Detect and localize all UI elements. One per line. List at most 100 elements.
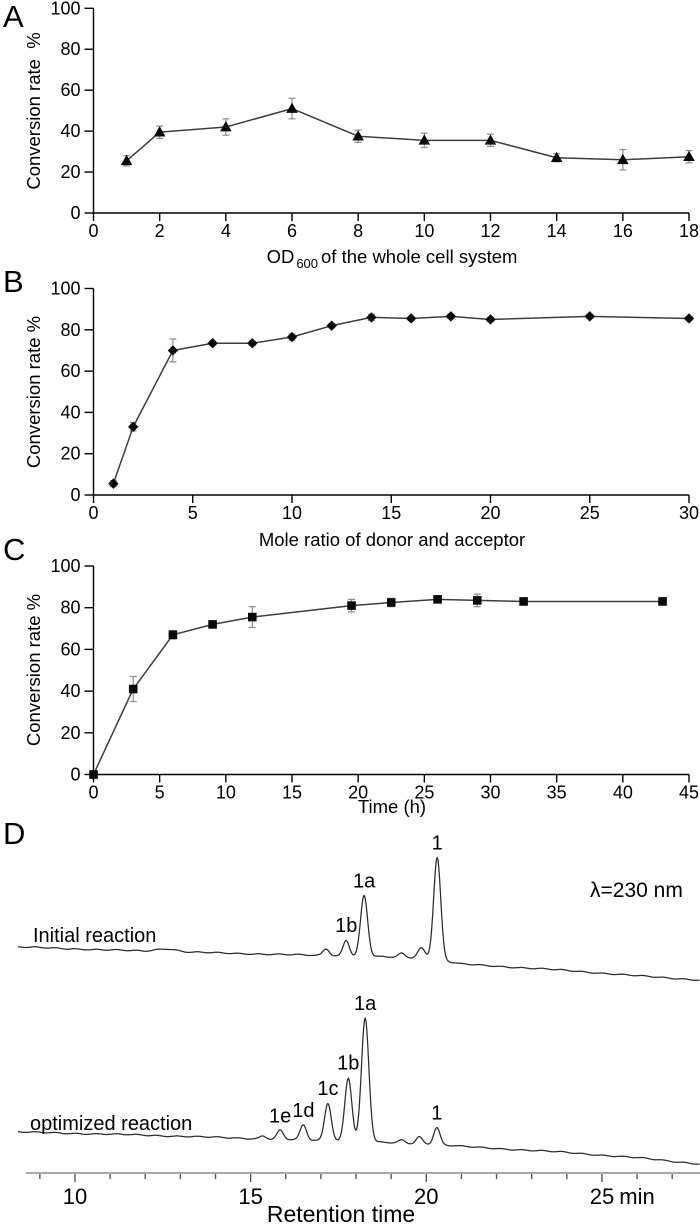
marker-diamond <box>108 478 119 489</box>
y-tick-label: 100 <box>50 0 80 18</box>
x-tick-label: 20 <box>480 503 500 523</box>
x-tick-label: 40 <box>613 783 633 803</box>
y-tick-label: 20 <box>60 723 80 743</box>
axis-lines <box>92 566 689 776</box>
marker-diamond <box>128 421 139 433</box>
axis-lines <box>92 8 689 214</box>
retention-tick-label: 25 <box>590 1184 614 1209</box>
marker-square <box>248 612 257 622</box>
marker-triangle <box>120 154 133 166</box>
x-tick-label: 0 <box>88 503 98 523</box>
x-tick-label: 10 <box>216 783 236 803</box>
x-tick-label: 10 <box>414 221 434 241</box>
marker-square <box>658 597 667 606</box>
marker-triangle <box>484 134 497 145</box>
marker-diamond <box>683 313 695 324</box>
marker-square <box>472 596 482 605</box>
retention-tick-label: 15 <box>238 1184 262 1209</box>
x-tick-label: 16 <box>613 221 633 241</box>
x-tick-label: 5 <box>155 783 165 803</box>
x-tick-label: 0 <box>88 221 98 241</box>
marker-diamond <box>286 331 298 343</box>
y-tick-label: 0 <box>70 203 80 223</box>
y-tick-label: 60 <box>60 80 80 100</box>
x-tick-label: 30 <box>480 783 500 803</box>
x-tick-label: 30 <box>679 503 699 523</box>
panel-a-xlabel-subscript: 600 <box>296 256 319 271</box>
marker-square <box>386 598 396 607</box>
retention-tick-label: 20 <box>414 1184 438 1209</box>
marker-square <box>168 630 178 640</box>
panel-d-letter: D <box>3 816 26 851</box>
series-line <box>112 315 690 484</box>
marker-diamond <box>584 311 595 322</box>
x-tick-label: 15 <box>282 783 302 803</box>
y-tick-label: 80 <box>60 39 80 59</box>
marker-diamond <box>207 338 218 349</box>
marker-diamond <box>445 311 456 322</box>
marker-triangle <box>286 102 298 113</box>
marker-triangle <box>617 153 629 165</box>
x-tick-label: 25 <box>580 503 600 523</box>
marker-diamond <box>366 312 377 323</box>
x-tick-label: 10 <box>282 503 302 523</box>
y-tick-label: 100 <box>50 279 80 299</box>
marker-diamond <box>326 320 337 331</box>
y-tick-label: 60 <box>60 361 80 381</box>
x-tick-label: 8 <box>353 221 363 241</box>
x-tick-label: 6 <box>287 221 297 241</box>
marker-diamond <box>405 313 417 324</box>
panel-a-xlabel-prefix: OD <box>266 246 295 267</box>
y-tick-label: 20 <box>60 444 80 464</box>
peak-label: 1 <box>431 1103 442 1125</box>
marker-square <box>89 770 98 779</box>
series-line <box>92 598 663 775</box>
panel-c-plot: 0 20 40 60 80 100 0 5 10 15 20 25 30 35 40 45 <box>50 556 699 803</box>
trace-name-label: optimized reaction <box>30 1113 192 1135</box>
x-tick-label: 4 <box>221 221 231 241</box>
x-tick-label: 14 <box>547 221 567 241</box>
marker-diamond <box>247 338 258 349</box>
trace-name-label: Initial reaction <box>33 925 156 947</box>
panel-c-xlabel: Time (h) <box>357 796 427 817</box>
retention-tick-label: 10 <box>63 1184 87 1209</box>
series-line <box>126 107 690 162</box>
y-tick-label: 80 <box>60 598 80 618</box>
marker-square <box>128 684 138 694</box>
marker-triangle <box>418 134 431 145</box>
y-tick-label: 40 <box>60 402 80 422</box>
panel-a-xlabel: OD 600 of the whole cell system <box>94 246 690 271</box>
retention-axis-title: Retention time <box>267 1201 415 1225</box>
y-tick-label: 100 <box>50 556 80 576</box>
chromatogram-trace <box>17 856 700 981</box>
panel-d-chromatogram: Initial reaction 1b 1a 1 optimized reaction 1… <box>17 832 700 1225</box>
axis-lines <box>92 288 689 496</box>
x-tick-label: 0 <box>88 783 98 803</box>
panel-b-xlabel: Mole ratio of donor and acceptor <box>258 529 526 550</box>
retention-unit-label: min <box>619 1184 654 1209</box>
marker-square <box>347 601 356 610</box>
peak-label: 1e <box>269 1105 291 1127</box>
x-tick-label: 18 <box>679 221 699 241</box>
marker-triangle <box>220 121 232 132</box>
x-tick-label: 15 <box>381 503 401 523</box>
x-tick-label: 35 <box>547 783 567 803</box>
marker-diamond <box>167 345 179 356</box>
panel-c-letter: C <box>3 532 26 567</box>
marker-triangle <box>550 151 563 163</box>
peak-label: 1d <box>292 1100 314 1122</box>
panel-a-letter: A <box>3 0 24 34</box>
x-tick-label: 2 <box>155 221 165 241</box>
marker-diamond <box>485 314 496 325</box>
x-tick-label: 5 <box>188 503 198 523</box>
x-tick-label: 45 <box>679 783 699 803</box>
y-tick-label: 20 <box>60 162 80 182</box>
peak-label: 1a <box>353 870 376 892</box>
y-tick-label: 60 <box>60 639 80 659</box>
y-tick-label: 0 <box>70 765 80 785</box>
panel-a-plot: 0 20 40 60 80 100 0 2 4 6 8 10 12 14 16 18 <box>50 0 699 241</box>
chromatogram-trace <box>17 1017 700 1165</box>
panel-b-letter: B <box>3 264 24 299</box>
x-tick-label: 12 <box>480 221 500 241</box>
